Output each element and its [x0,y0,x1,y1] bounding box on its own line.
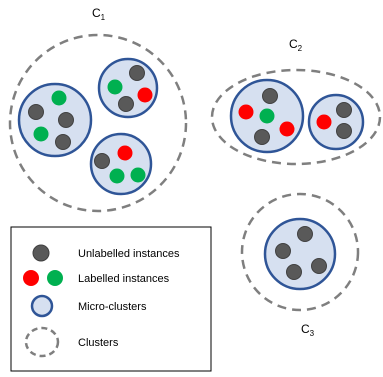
unlabelled-instance [129,65,145,81]
labelled-instance-red [137,87,153,103]
legend-labelled-green-icon [47,270,63,286]
cluster-c2-subscript: 2 [298,44,303,53]
unlabelled-instance [297,226,313,242]
micro-cluster-c3-a [263,217,337,291]
unlabelled-instance [58,112,74,128]
micro-cluster-c1-c [89,132,153,196]
labelled-instance-green [33,126,49,142]
legend-labelled-label: Labelled instances [78,273,170,285]
unlabelled-instance [286,264,302,280]
cluster-c3-letter: C [301,322,310,336]
labelled-instance-green [259,108,275,124]
cluster-c2 [210,68,382,166]
labelled-instance-red [117,145,133,161]
cluster-c3 [240,192,360,312]
cluster-c1-subscript: 1 [101,13,106,22]
legend-labelled-red-icon [23,270,39,286]
unlabelled-instance [262,88,278,104]
legend-micro-icon [30,294,54,318]
labelled-instance-green [51,90,67,106]
micro-cluster-c1-a [17,82,93,158]
cluster-c2-label: C2 [289,37,303,53]
unlabelled-instance [118,96,134,112]
legend-unlabelled-label: Unlabelled instances [78,248,180,260]
labelled-instance-green [130,167,146,183]
cluster-c3-boundary [240,192,360,312]
unlabelled-instance [254,129,270,145]
cluster-c3-subscript: 3 [310,329,315,338]
micro-cluster-c2-b [307,93,365,151]
labelled-instance-green [109,168,125,184]
labelled-instance-red [238,104,254,120]
micro-cluster-c1-b [97,57,159,119]
legend-cluster-icon [24,326,60,358]
cluster-c1-label: C1 [92,6,106,22]
unlabelled-instance [55,134,71,150]
cluster-c1-letter: C [92,6,101,20]
unlabelled-instance [94,153,110,169]
cluster-c2-letter: C [289,37,298,51]
legend: Unlabelled instances Labelled instances … [10,226,212,372]
micro-cluster-c2-a [229,78,305,154]
labelled-instance-green [107,79,123,95]
labelled-instance-red [279,121,295,137]
cluster-c2-boundary [210,68,382,166]
unlabelled-instance [311,258,327,274]
unlabelled-instance [336,123,352,139]
cluster-c1-boundary [8,33,188,213]
cluster-c1 [8,33,188,213]
legend-micro-label: Micro-clusters [78,301,147,313]
unlabelled-instance [336,102,352,118]
unlabelled-instance [275,243,291,259]
legend-unlabelled-icon [32,244,50,262]
cluster-c3-label: C3 [301,322,315,338]
legend-clusters-label: Clusters [78,337,119,349]
unlabelled-instance [28,104,44,120]
labelled-instance-red [316,114,332,130]
